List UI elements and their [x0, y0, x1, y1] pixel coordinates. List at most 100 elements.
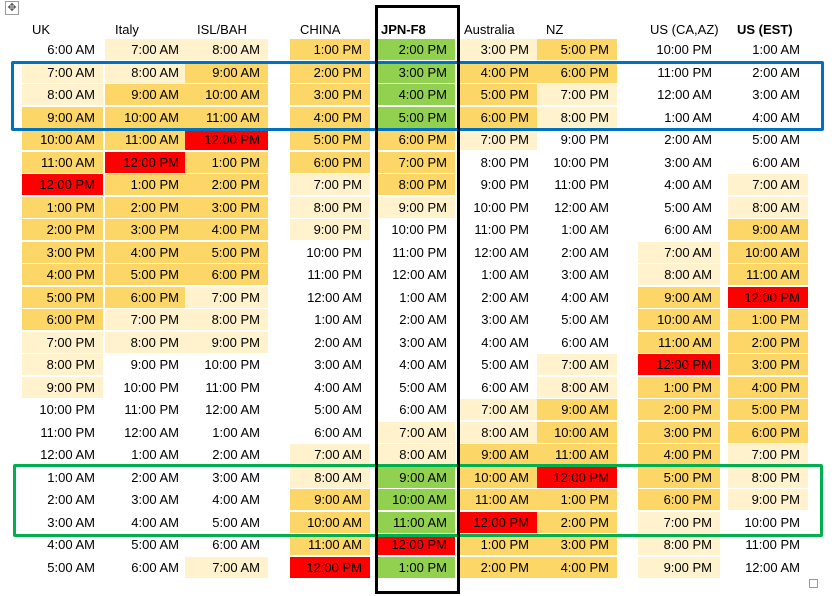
time-cell[interactable]: 4:00 AM [185, 489, 268, 510]
time-cell[interactable]: 8:00 PM [185, 309, 268, 330]
time-cell[interactable]: 11:00 AM [728, 264, 808, 285]
time-cell[interactable]: 6:00 AM [638, 219, 720, 240]
time-cell[interactable]: 9:00 AM [290, 489, 370, 510]
time-cell[interactable]: 11:00 PM [377, 242, 455, 263]
time-cell[interactable]: 2:00 PM [728, 332, 808, 353]
time-cell[interactable]: 8:00 PM [377, 174, 455, 195]
time-cell[interactable]: 12:00 AM [185, 399, 268, 420]
time-cell[interactable]: 7:00 PM [290, 174, 370, 195]
time-cell[interactable]: 1:00 PM [377, 557, 455, 578]
time-cell[interactable]: 4:00 AM [22, 534, 103, 555]
time-cell[interactable]: 5:00 PM [377, 107, 455, 128]
time-cell[interactable]: 2:00 PM [377, 39, 455, 60]
time-cell[interactable]: 8:00 AM [537, 377, 617, 398]
time-cell[interactable]: 3:00 AM [457, 309, 537, 330]
time-cell[interactable]: 12:00 AM [105, 422, 187, 443]
column-header-uk[interactable]: UK [32, 22, 51, 37]
time-cell[interactable]: 9:00 AM [185, 62, 268, 83]
time-cell[interactable]: 9:00 AM [728, 219, 808, 240]
time-cell[interactable]: 9:00 PM [457, 174, 537, 195]
time-cell[interactable]: 11:00 AM [377, 512, 455, 533]
time-cell[interactable]: 11:00 PM [728, 534, 808, 555]
time-cell[interactable]: 6:00 PM [638, 489, 720, 510]
time-cell[interactable]: 3:00 AM [537, 264, 617, 285]
time-cell[interactable]: 4:00 AM [638, 174, 720, 195]
time-cell[interactable]: 4:00 PM [377, 84, 455, 105]
time-cell[interactable]: 9:00 PM [22, 377, 103, 398]
time-cell[interactable]: 5:00 AM [537, 309, 617, 330]
time-cell[interactable]: 12:00 PM [537, 467, 617, 488]
time-cell[interactable]: 1:00 AM [728, 39, 808, 60]
time-cell[interactable]: 9:00 PM [377, 197, 455, 218]
time-cell[interactable]: 11:00 AM [638, 332, 720, 353]
time-cell[interactable]: 11:00 AM [185, 107, 268, 128]
time-cell[interactable]: 4:00 PM [185, 219, 268, 240]
time-cell[interactable]: 2:00 PM [638, 399, 720, 420]
time-cell[interactable]: 5:00 AM [185, 512, 268, 533]
time-cell[interactable]: 9:00 AM [105, 84, 187, 105]
time-cell[interactable]: 10:00 AM [22, 129, 103, 150]
time-cell[interactable]: 9:00 AM [457, 444, 537, 465]
time-cell[interactable]: 7:00 PM [638, 512, 720, 533]
column-header-nz[interactable]: NZ [546, 22, 564, 37]
time-cell[interactable]: 6:00 AM [185, 534, 268, 555]
time-cell[interactable]: 9:00 AM [377, 467, 455, 488]
time-cell[interactable]: 8:00 AM [290, 467, 370, 488]
time-cell[interactable]: 11:00 AM [105, 129, 187, 150]
time-cell[interactable]: 3:00 PM [290, 84, 370, 105]
time-cell[interactable]: 3:00 AM [185, 467, 268, 488]
time-cell[interactable]: 5:00 AM [728, 129, 808, 150]
time-cell[interactable]: 5:00 AM [105, 534, 187, 555]
time-cell[interactable]: 6:00 PM [22, 309, 103, 330]
time-cell[interactable]: 2:00 PM [537, 512, 617, 533]
time-cell[interactable]: 2:00 AM [638, 129, 720, 150]
time-cell[interactable]: 4:00 AM [537, 287, 617, 308]
time-cell[interactable]: 12:00 AM [638, 84, 720, 105]
time-cell[interactable]: 1:00 AM [537, 219, 617, 240]
time-cell[interactable]: 5:00 PM [185, 242, 268, 263]
time-cell[interactable]: 8:00 PM [22, 354, 103, 375]
time-cell[interactable]: 9:00 PM [728, 489, 808, 510]
time-cell[interactable]: 10:00 PM [537, 152, 617, 173]
time-cell[interactable]: 11:00 PM [638, 62, 720, 83]
time-cell[interactable]: 2:00 AM [105, 467, 187, 488]
time-cell[interactable]: 6:00 AM [457, 377, 537, 398]
time-cell[interactable]: 1:00 PM [105, 174, 187, 195]
time-cell[interactable]: 4:00 PM [537, 557, 617, 578]
column-header-australia[interactable]: Australia [464, 22, 515, 37]
time-cell[interactable]: 11:00 PM [22, 422, 103, 443]
time-cell[interactable]: 12:00 PM [377, 534, 455, 555]
time-cell[interactable]: 10:00 PM [105, 377, 187, 398]
time-cell[interactable]: 10:00 PM [728, 512, 808, 533]
time-cell[interactable]: 8:00 AM [105, 62, 187, 83]
resize-icon[interactable] [809, 579, 818, 588]
time-cell[interactable]: 1:00 AM [185, 422, 268, 443]
time-cell[interactable]: 9:00 PM [105, 354, 187, 375]
time-cell[interactable]: 12:00 AM [22, 444, 103, 465]
time-cell[interactable]: 11:00 AM [457, 489, 537, 510]
time-cell[interactable]: 3:00 AM [105, 489, 187, 510]
time-cell[interactable]: 3:00 PM [537, 534, 617, 555]
time-cell[interactable]: 3:00 PM [185, 197, 268, 218]
time-cell[interactable]: 3:00 AM [290, 354, 370, 375]
time-cell[interactable]: 6:00 AM [728, 152, 808, 173]
column-header-isl-bah[interactable]: ISL/BAH [197, 22, 247, 37]
time-cell[interactable]: 4:00 PM [105, 242, 187, 263]
time-cell[interactable]: 6:00 PM [457, 107, 537, 128]
time-cell[interactable]: 8:00 PM [105, 332, 187, 353]
time-cell[interactable]: 12:00 AM [457, 242, 537, 263]
time-cell[interactable]: 6:00 AM [22, 39, 103, 60]
time-cell[interactable]: 12:00 AM [290, 287, 370, 308]
time-cell[interactable]: 7:00 PM [457, 129, 537, 150]
time-cell[interactable]: 8:00 PM [537, 107, 617, 128]
time-cell[interactable]: 9:00 PM [537, 129, 617, 150]
time-cell[interactable]: 4:00 PM [457, 62, 537, 83]
time-cell[interactable]: 3:00 PM [728, 354, 808, 375]
time-cell[interactable]: 4:00 AM [377, 354, 455, 375]
time-cell[interactable]: 5:00 AM [22, 557, 103, 578]
time-cell[interactable]: 6:00 AM [290, 422, 370, 443]
time-cell[interactable]: 10:00 PM [638, 39, 720, 60]
time-cell[interactable]: 7:00 AM [537, 354, 617, 375]
time-cell[interactable]: 1:00 AM [22, 467, 103, 488]
time-cell[interactable]: 10:00 AM [377, 489, 455, 510]
